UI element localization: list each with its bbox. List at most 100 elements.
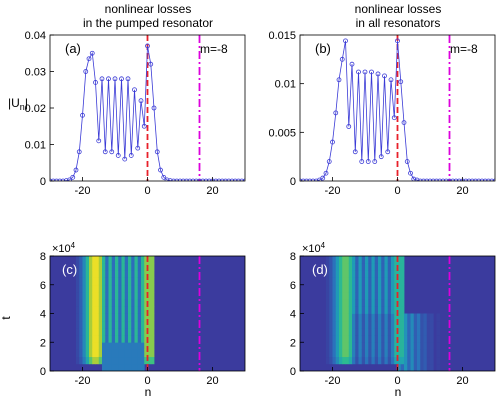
heatmap-cell: [394, 356, 398, 365]
heatmap-cell: [115, 363, 119, 371]
heatmap-cell: [124, 320, 129, 329]
heatmap-cell: [426, 320, 431, 329]
data-point: [128, 153, 134, 158]
heatmap-cell: [124, 363, 129, 371]
heatmap-cell: [436, 320, 441, 329]
panel-c-xlabel: n: [145, 385, 152, 399]
heatmap-cell: [387, 299, 392, 307]
heatmap-cell: [413, 349, 418, 358]
heatmap-cell: [417, 313, 421, 322]
heatmap-cell: [115, 349, 119, 358]
heatmap-cell: [381, 299, 385, 307]
heatmap-cell: [355, 356, 359, 365]
data-point: [443, 178, 449, 181]
heatmap-cell: [150, 327, 155, 336]
heatmap-cell: [108, 277, 113, 286]
panel-a-series: [50, 43, 245, 181]
x-tick-label: -20: [325, 185, 341, 197]
heatmap-cell: [89, 284, 93, 293]
x-tick-label: 0: [144, 375, 150, 387]
heatmap-cell: [111, 313, 116, 322]
data-point: [89, 50, 95, 56]
heatmap-cell: [358, 291, 363, 300]
heatmap-cell: [404, 356, 408, 365]
heatmap-cell: [394, 277, 398, 286]
heatmap-cell: [137, 277, 142, 286]
heatmap-cell: [108, 363, 113, 371]
heatmap-cell: [374, 284, 379, 293]
heatmap-cell: [326, 263, 330, 271]
data-point: [434, 178, 439, 181]
heatmap-cell: [118, 306, 122, 314]
data-point: [359, 159, 365, 164]
data-point: [323, 170, 329, 176]
heatmap-cell: [137, 320, 142, 329]
heatmap-cell: [368, 306, 372, 314]
heatmap-cell: [76, 284, 80, 293]
heatmap-cell: [141, 263, 145, 271]
heatmap-cell: [430, 320, 434, 329]
heatmap-cell: [387, 277, 392, 286]
heatmap-cell: [141, 313, 145, 322]
panel-b-label: (b): [315, 41, 331, 56]
heatmap-cell: [121, 363, 126, 371]
heatmap-cell: [76, 313, 80, 322]
heatmap-cell: [121, 306, 126, 314]
heatmap-cell: [137, 256, 142, 264]
heatmap-cell: [339, 263, 343, 271]
data-point: [115, 153, 121, 158]
heatmap-cell: [420, 342, 424, 350]
heatmap-cell: [348, 320, 353, 329]
heatmap-cell: [355, 277, 359, 286]
heatmap-cell: [332, 342, 337, 350]
heatmap-cell: [358, 284, 363, 293]
heatmap-cell: [335, 263, 340, 271]
heatmap-cell: [378, 277, 382, 286]
heatmap-cell: [141, 291, 145, 300]
x-tick-label: 0: [394, 375, 400, 387]
heatmap-cell: [365, 356, 369, 365]
heatmap-cell: [365, 277, 369, 286]
heatmap-cell: [387, 270, 392, 278]
data-point: [453, 178, 459, 181]
heatmap-cell: [105, 284, 109, 293]
heatmap-cell: [150, 335, 155, 343]
heatmap-cell: [368, 313, 372, 322]
heatmap-cell: [137, 270, 142, 278]
heatmap-cell: [378, 263, 382, 271]
heatmap-cell: [79, 306, 83, 314]
x-tick-label: 0: [144, 185, 150, 197]
heatmap-cell: [332, 291, 337, 300]
data-point: [421, 178, 426, 181]
heatmap-cell: [355, 270, 359, 278]
heatmap-cell: [381, 356, 385, 365]
data-point: [401, 120, 407, 125]
heatmap-cell: [329, 270, 333, 278]
data-point: [223, 178, 228, 181]
heatmap-cell: [352, 299, 356, 307]
heatmap-cell: [358, 263, 363, 271]
heatmap-cell: [144, 284, 148, 293]
heatmap-cell: [89, 327, 93, 336]
heatmap-cell: [147, 327, 152, 336]
heatmap-cell: [85, 299, 90, 307]
heatmap-cell: [345, 263, 350, 271]
heatmap-cell: [342, 356, 346, 365]
heatmap-cell: [423, 335, 428, 343]
heatmap-cell: [361, 356, 366, 365]
heatmap-cell: [352, 277, 356, 286]
heatmap-cell: [417, 356, 421, 365]
heatmap-cell: [332, 335, 337, 343]
heatmap-cell: [335, 356, 340, 365]
heatmap-cell: [397, 291, 402, 300]
heatmap-cell: [118, 349, 122, 358]
data-point: [333, 110, 339, 116]
heatmap-cell: [358, 320, 363, 329]
heatmap-cell: [134, 270, 139, 278]
heatmap-cell: [391, 349, 395, 358]
heatmap-cell: [335, 299, 340, 307]
heatmap-cell: [374, 342, 379, 350]
heatmap-cell: [368, 284, 372, 293]
data-point: [385, 149, 391, 155]
heatmap-cell: [105, 299, 109, 307]
